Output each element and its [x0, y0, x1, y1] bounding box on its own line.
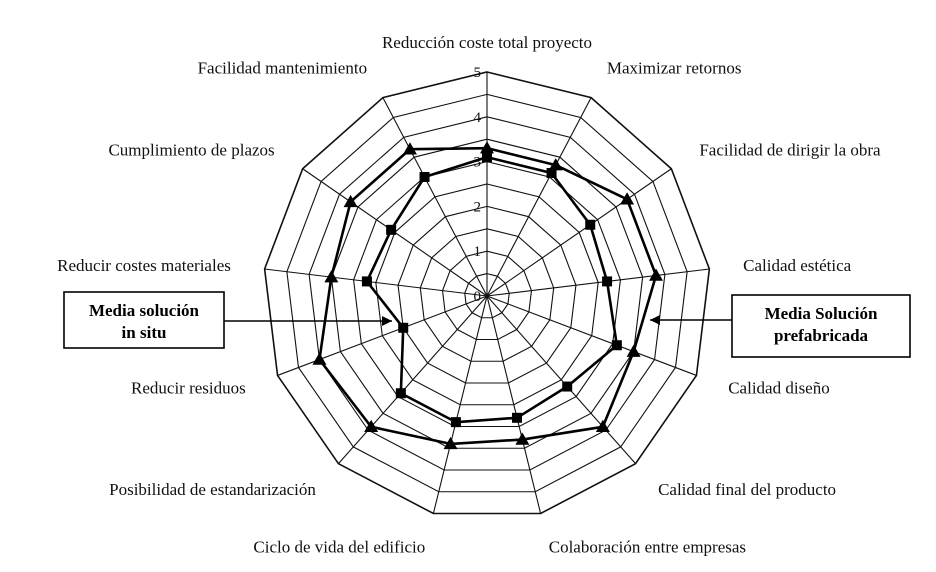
data-point [364, 419, 379, 433]
data-point [343, 194, 358, 208]
data-point [585, 219, 596, 230]
grid-ring [464, 273, 510, 319]
grid-ring [263, 71, 711, 515]
data-point [450, 417, 461, 428]
tick-label: 1 [474, 244, 482, 260]
category-label: Maximizar retornos [607, 59, 742, 78]
category-label: Calidad final del producto [658, 480, 836, 499]
data-point [398, 322, 409, 333]
category-label: Colaboración entre empresas [549, 538, 746, 557]
data-point [548, 158, 563, 171]
grid-ring [286, 93, 688, 493]
axis-spoke [382, 97, 488, 297]
tick-label: 2 [474, 199, 482, 215]
data-point [611, 340, 622, 351]
category-label: Cumplimiento de plazos [108, 140, 274, 159]
category-label: Posibilidad de estandarización [109, 480, 316, 499]
data-point [419, 171, 430, 182]
data-point [595, 419, 610, 433]
tick-label: 4 [474, 110, 482, 126]
legend-arrowhead [382, 316, 392, 326]
data-point [361, 276, 372, 287]
data-point [386, 224, 397, 235]
data-point [312, 352, 327, 365]
data-point [482, 152, 492, 163]
tick-label: 5 [474, 65, 482, 81]
axis-spoke [486, 168, 672, 297]
legend-arrowhead [650, 315, 660, 325]
category-label: Reducir costes materiales [57, 256, 231, 275]
data-point [562, 381, 573, 392]
axis-spoke [486, 97, 592, 297]
axis-spoke [338, 295, 488, 465]
category-label: Calidad diseño [728, 378, 830, 397]
category-label: Calidad estética [743, 256, 852, 275]
tick-label: 0 [474, 289, 482, 305]
grid-ring [375, 183, 599, 406]
legend-box [731, 294, 911, 358]
data-point [620, 192, 635, 205]
category-label: Facilidad de dirigir la obra [699, 140, 881, 159]
data-point [512, 412, 523, 423]
series-line [318, 146, 658, 446]
legend-text: Media Solución [765, 304, 878, 323]
category-label: Reducir residuos [131, 378, 246, 397]
data-point [546, 168, 557, 179]
axis-spoke [486, 295, 636, 465]
data-point [324, 270, 339, 283]
legend-box [63, 291, 225, 349]
tick-label: 3 [474, 155, 482, 171]
grid-ring [419, 228, 555, 362]
axis-spoke [486, 295, 697, 376]
data-point [480, 141, 494, 154]
grid-ring [308, 116, 666, 471]
data-point [602, 276, 613, 287]
data-point [648, 268, 663, 281]
grid-ring [330, 138, 644, 449]
category-label: Ciclo de vida del edificio [253, 538, 425, 557]
axis-spoke [432, 295, 488, 514]
data-point [626, 344, 641, 357]
legend-text: Media solución [89, 301, 200, 320]
grid-ring [441, 250, 533, 341]
data-point [443, 436, 458, 450]
data-point [515, 432, 530, 445]
category-label: Reducción coste total proyecto [382, 33, 592, 52]
data-point [395, 388, 406, 399]
grid-ring [353, 161, 621, 428]
axis-spoke [264, 268, 488, 297]
grid-ring [397, 205, 577, 384]
legend-text: in situ [122, 323, 167, 342]
series-line [365, 155, 619, 424]
axis-spoke [486, 295, 542, 514]
legend-text: prefabricada [774, 326, 869, 345]
axis-spoke [277, 295, 488, 376]
category-label: Facilidad mantenimiento [198, 59, 368, 78]
data-point [402, 142, 417, 155]
axis-spoke [486, 268, 710, 297]
